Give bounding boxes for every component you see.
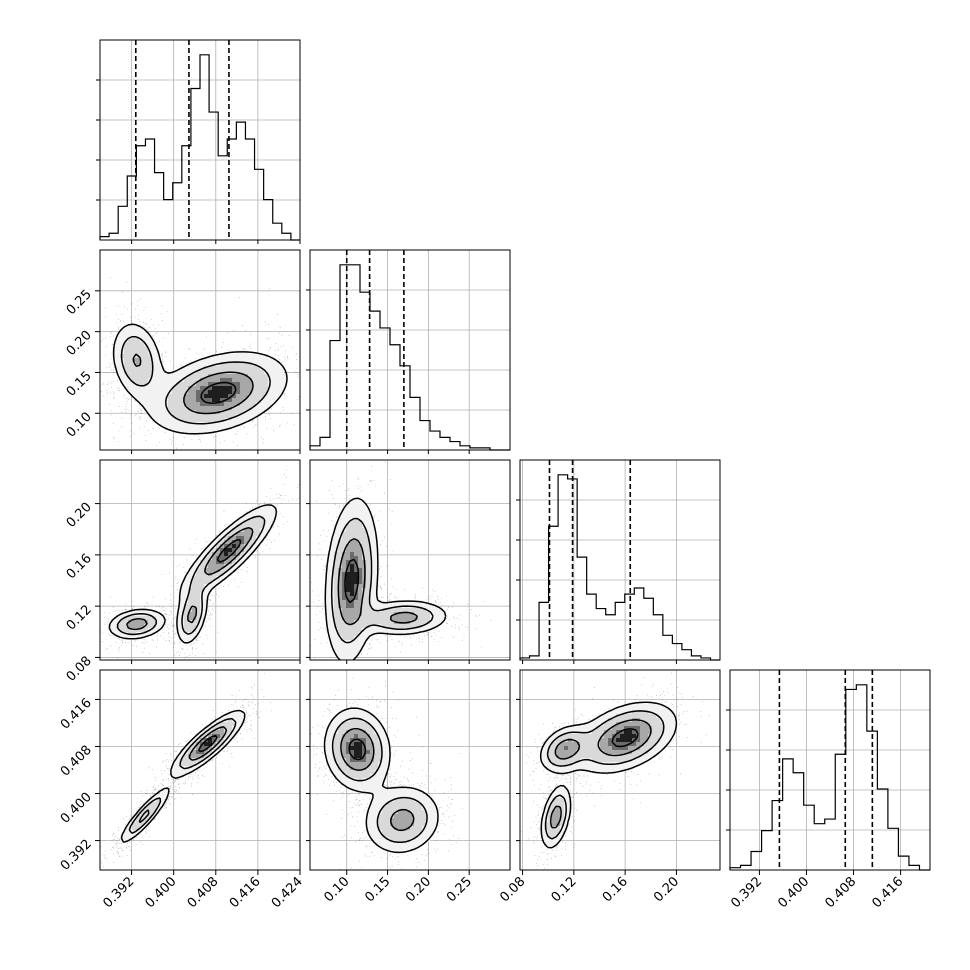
x-tick-label: 0.408	[185, 874, 222, 911]
panel-frame	[309, 249, 511, 451]
density-fill-4	[616, 730, 636, 742]
panel-frame	[99, 669, 301, 871]
histogram-panel-3	[726, 669, 931, 871]
x-tick-label: 0.15	[362, 874, 393, 905]
contour-line-0	[108, 504, 278, 644]
y-tick-label: 0.20	[64, 328, 95, 359]
contour-line-3	[198, 734, 218, 753]
panel-frame	[99, 39, 301, 241]
histogram-panel-0	[96, 39, 301, 241]
y-tick-label: 0.392	[58, 837, 95, 874]
density-fill-4	[350, 742, 362, 758]
scatter-panel-1-2	[309, 459, 511, 661]
y-tick-label: 0.25	[64, 287, 95, 318]
x-tick-label: 0.408	[822, 874, 859, 911]
contour-line-1	[116, 515, 266, 636]
panel-frame	[309, 459, 511, 661]
x-tick-label: 0.416	[227, 874, 264, 911]
density-fill-4	[224, 544, 236, 556]
y-tick-label: 0.10	[64, 409, 95, 440]
x-tick-label: 0.16	[600, 874, 631, 905]
panel-frame	[519, 459, 721, 661]
y-tick-label: 0.408	[58, 743, 95, 780]
sample-points	[520, 672, 710, 869]
contour-line-2	[340, 727, 415, 832]
contour-line-1	[544, 710, 665, 840]
contour-line-0	[323, 707, 439, 854]
panel-frame	[309, 669, 511, 871]
histogram-steps-0	[99, 54, 300, 241]
contour-line-2	[138, 726, 228, 824]
contour-line-3	[348, 738, 367, 761]
x-tick-label: 0.25	[444, 874, 475, 905]
contour-line-0	[112, 323, 288, 435]
contour-line-2	[549, 719, 652, 829]
x-tick-label: 0.20	[403, 874, 434, 905]
contour-line-3	[200, 381, 237, 404]
scatter-panel-0-3	[99, 669, 301, 871]
contour-line-0	[324, 497, 447, 660]
x-tick-label: 0.10	[321, 874, 352, 905]
y-tick-label: 0.400	[58, 790, 95, 827]
contour-line-3	[611, 728, 639, 748]
contour-line-2	[337, 538, 418, 626]
panel-frame	[729, 669, 931, 871]
density-fill-4	[204, 386, 232, 402]
x-tick-label: 0.424	[269, 874, 306, 911]
contour-line-1	[128, 717, 237, 834]
scatter-panel-0-2	[99, 459, 301, 661]
contour-line-0	[120, 709, 246, 843]
contour-line-3	[216, 538, 242, 563]
panel-frame	[99, 249, 301, 451]
histogram-steps-2	[519, 474, 720, 661]
x-tick-label: 0.392	[728, 874, 765, 911]
contour-line-3	[344, 558, 360, 604]
panel-frame	[519, 669, 721, 871]
y-tick-label: 0.15	[64, 369, 95, 400]
scatter-panel-2-3	[519, 669, 721, 871]
scatter-panel-0-1	[99, 249, 301, 451]
histogram-steps-3	[729, 684, 930, 871]
contour-line-1	[120, 335, 271, 425]
contour-line-1	[331, 717, 428, 844]
histogram-panel-1	[306, 249, 511, 451]
panel-frame	[99, 459, 301, 661]
y-tick-label: 0.16	[64, 551, 95, 582]
y-tick-label: 0.12	[64, 602, 95, 633]
histogram-steps-1	[309, 264, 510, 451]
x-tick-label: 0.20	[651, 874, 682, 905]
x-tick-label: 0.400	[143, 874, 180, 911]
x-tick-label: 0.392	[100, 874, 137, 911]
contour-line-2	[126, 527, 254, 631]
histogram-panel-2	[516, 459, 721, 661]
y-tick-label: 0.20	[64, 500, 95, 531]
scatter-panel-1-3	[309, 669, 511, 871]
density-fill-4	[346, 564, 358, 596]
x-tick-label: 0.08	[497, 874, 528, 905]
y-tick-label: 0.416	[58, 696, 95, 733]
x-tick-label: 0.400	[775, 874, 812, 911]
density-fill-4	[204, 738, 212, 746]
x-tick-label: 0.416	[869, 874, 906, 911]
contour-line-2	[132, 353, 254, 415]
x-tick-label: 0.12	[549, 874, 580, 905]
contour-line-1	[330, 517, 434, 644]
contour-line-0	[539, 701, 678, 849]
y-tick-label: 0.08	[64, 654, 95, 685]
